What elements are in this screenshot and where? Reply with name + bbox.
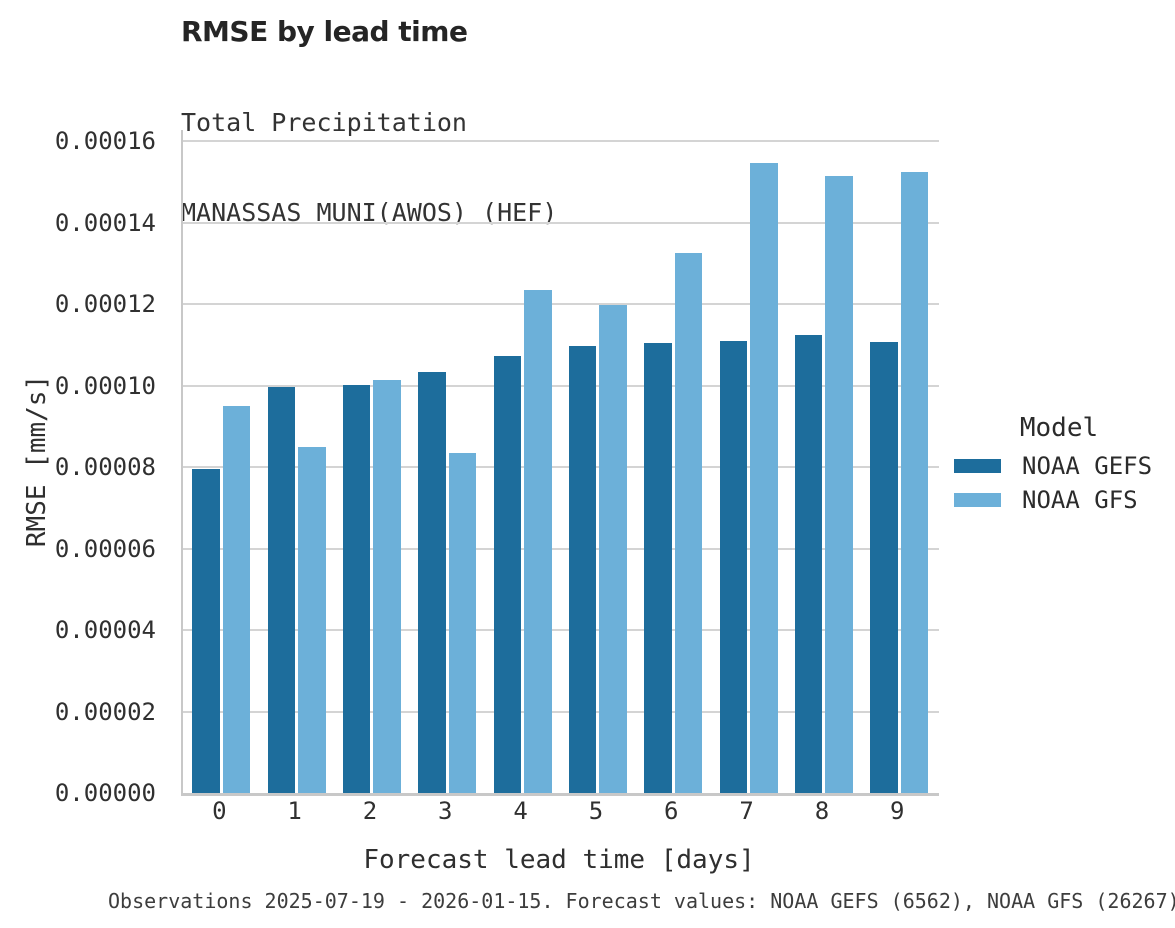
y-tick-label: 0.00012 [54, 290, 156, 318]
bar-noaa-gefs-9 [870, 341, 898, 793]
y-tick-label: 0.00000 [54, 779, 156, 807]
bar-noaa-gefs-6 [644, 343, 672, 793]
gridline [183, 384, 939, 387]
gridline [183, 629, 939, 631]
gridline [183, 710, 939, 713]
x-axis-title: Forecast lead time [days] [363, 845, 755, 875]
x-tick-label: 8 [814, 797, 830, 825]
gridline [183, 466, 939, 468]
bar-noaa-gfs-0 [222, 405, 251, 793]
x-tick-label: 5 [588, 797, 604, 825]
y-tick-label: 0.00008 [54, 453, 156, 481]
gridline [183, 547, 939, 550]
bar-noaa-gfs-4 [524, 290, 552, 793]
x-tick-label: 1 [287, 797, 302, 825]
legend-label: NOAA GEFS [1022, 451, 1153, 480]
chart-subtitle-line-1: Total Precipitation [181, 108, 467, 137]
bar-noaa-gefs-8 [794, 334, 823, 793]
y-tick-label: 0.00016 [54, 127, 156, 155]
x-tick-label: 0 [212, 797, 227, 825]
bar-noaa-gfs-9 [900, 171, 929, 793]
legend-row: NOAA GEFS [954, 451, 1164, 480]
bar-noaa-gfs-1 [298, 447, 326, 793]
gridline [183, 140, 939, 142]
chart-title: RMSE by lead time [181, 15, 468, 48]
y-tick-label: 0.00002 [54, 697, 156, 726]
x-tick-label: 4 [513, 797, 528, 825]
legend-label: NOAA GFS [1022, 485, 1138, 514]
x-tick-label: 3 [438, 797, 453, 825]
bar-noaa-gefs-7 [719, 340, 748, 793]
bar-noaa-gfs-6 [674, 253, 703, 793]
y-tick-label: 0.00004 [54, 616, 156, 644]
bar-noaa-gefs-3 [418, 372, 446, 793]
plot-area [181, 130, 939, 796]
legend-swatch-noaa-gefs [954, 458, 1001, 473]
bar-noaa-gfs-5 [599, 304, 627, 793]
bar-noaa-gefs-2 [342, 384, 371, 793]
legend-row: NOAA GFS [954, 485, 1164, 514]
legend-swatch-noaa-gfs [954, 492, 1001, 507]
y-tick-label: 0.00006 [54, 534, 156, 563]
x-tick-label: 7 [739, 797, 754, 825]
bar-noaa-gfs-2 [373, 380, 401, 793]
x-tick-label: 2 [362, 797, 378, 825]
gridline [183, 221, 939, 224]
bar-noaa-gfs-8 [825, 176, 853, 793]
caption: Observations 2025-07-19 - 2026-01-15. Fo… [108, 889, 1175, 913]
bar-noaa-gefs-1 [267, 387, 296, 793]
x-tick-label: 6 [664, 797, 679, 825]
legend-title: Model [1019, 413, 1099, 443]
gridline [183, 303, 939, 305]
y-tick-label: 0.00014 [54, 208, 156, 237]
legend: Model NOAA GEFS NOAA GFS [954, 413, 1164, 520]
bar-noaa-gefs-4 [493, 356, 522, 793]
x-tick-label: 9 [890, 797, 905, 825]
y-tick-label: 0.00010 [54, 371, 156, 400]
bar-noaa-gefs-5 [568, 346, 597, 793]
bar-noaa-gfs-7 [750, 163, 778, 793]
bar-noaa-gefs-0 [192, 469, 220, 793]
bar-noaa-gfs-3 [448, 453, 477, 793]
